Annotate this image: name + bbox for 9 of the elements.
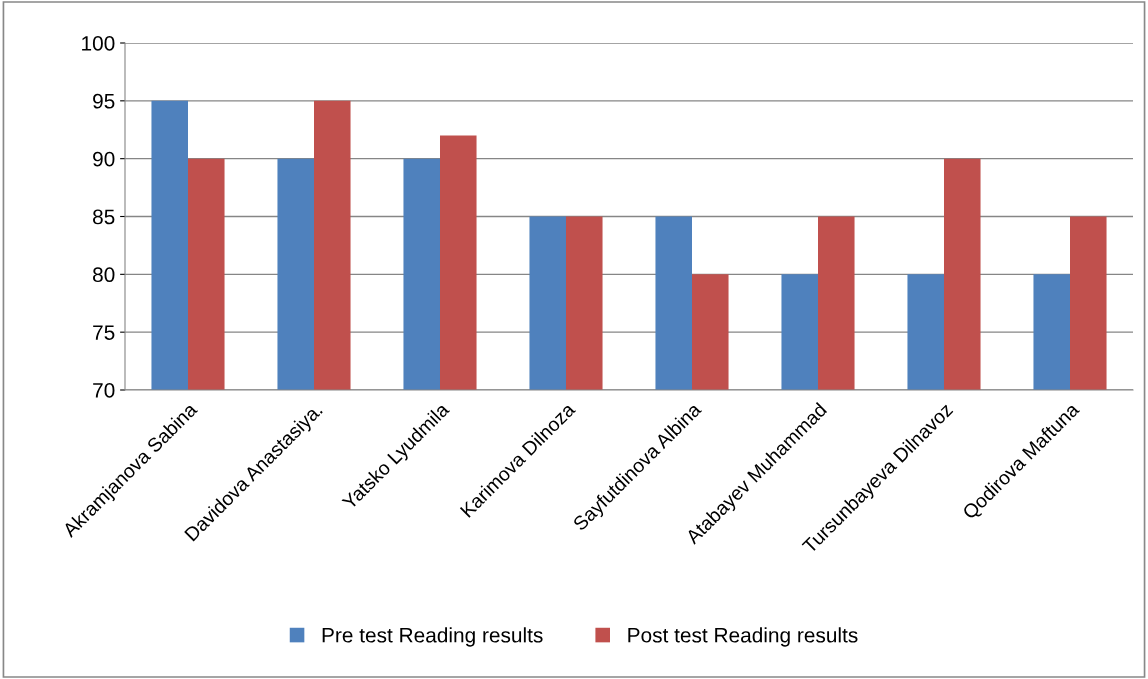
y-tick-label: 100 xyxy=(82,36,115,51)
y-tick-label: 70 xyxy=(93,383,115,398)
legend-label: Post test Reading results xyxy=(628,627,858,647)
y-tick-label: 75 xyxy=(93,325,115,340)
legend-label: Pre test Reading results xyxy=(322,627,543,647)
y-tick-label: 80 xyxy=(93,267,115,283)
y-tick-label: 85 xyxy=(93,209,115,225)
y-tick-label: 90 xyxy=(93,151,115,167)
y-tick-label: 95 xyxy=(93,93,115,109)
